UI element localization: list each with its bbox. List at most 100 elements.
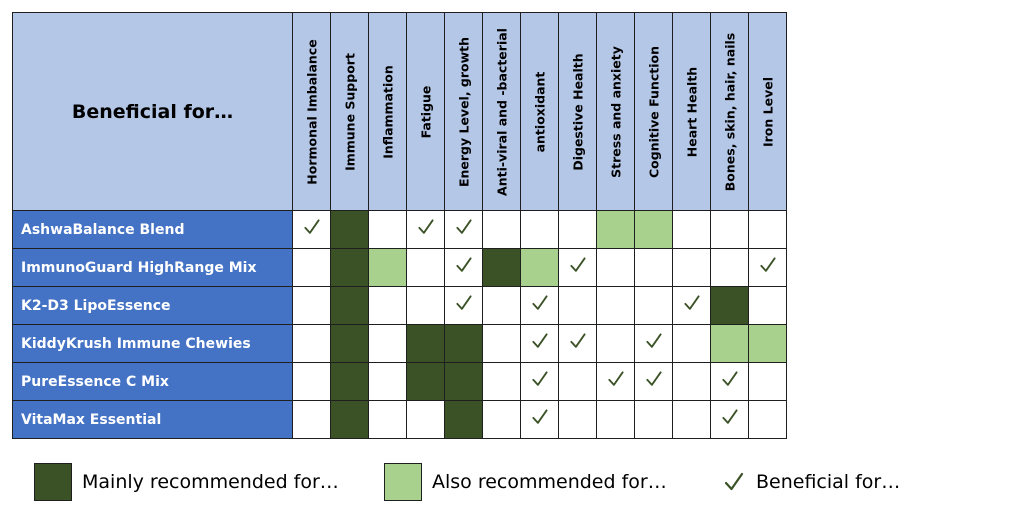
cell-mainly-recommended <box>330 248 369 287</box>
column-header-heart-health: Heart Health <box>672 12 711 211</box>
cell-also-recommended <box>520 248 559 287</box>
cell-empty <box>292 286 331 325</box>
checkmark-icon <box>758 255 778 275</box>
legend-main: Mainly recommended for… <box>34 462 339 502</box>
cell-empty <box>406 400 445 439</box>
cell-empty <box>292 362 331 401</box>
matrix-body: AshwaBalance Blend ImmunoGuard HighRange … <box>12 210 787 439</box>
recommendation-matrix: Beneficial for… Hormonal Imbalance Immune… <box>12 12 787 439</box>
legend-check: Beneficial for… <box>722 462 900 502</box>
cell-beneficial <box>672 286 711 325</box>
cell-mainly-recommended <box>330 362 369 401</box>
column-header-label: Stress and anxiety <box>608 45 623 178</box>
column-header-label: Bones, skin, hair, nails <box>722 32 737 191</box>
cell-beneficial <box>710 400 749 439</box>
cell-empty <box>292 400 331 439</box>
legend-main-label: Mainly recommended for… <box>82 471 339 493</box>
column-header-hormonal-imbalance: Hormonal Imbalance <box>292 12 331 211</box>
checkmark-icon <box>720 407 740 427</box>
cell-beneficial <box>520 400 559 439</box>
cell-beneficial <box>710 362 749 401</box>
legend-also-label: Also recommended for… <box>432 471 667 493</box>
cell-empty <box>292 248 331 287</box>
column-header-label: Cognitive Function <box>646 45 661 178</box>
column-header-label: antioxidant <box>532 71 547 152</box>
table-row: VitaMax Essential <box>12 400 787 439</box>
row-header-ashwabalance-blend: AshwaBalance Blend <box>12 210 293 249</box>
checkmark-icon <box>644 369 664 389</box>
column-header-label: Anti-viral and -bacterial <box>494 27 509 196</box>
cell-empty <box>406 286 445 325</box>
cell-empty <box>368 362 407 401</box>
cell-empty <box>748 400 787 439</box>
cell-empty <box>368 210 407 249</box>
cell-empty <box>748 286 787 325</box>
legend: Mainly recommended for… Also recommended… <box>34 462 1014 502</box>
checkmark-icon <box>682 293 702 313</box>
cell-empty <box>748 210 787 249</box>
cell-mainly-recommended <box>330 400 369 439</box>
cell-beneficial <box>520 286 559 325</box>
cell-empty <box>406 248 445 287</box>
column-header-label: Hormonal Imbalance <box>304 38 319 185</box>
cell-beneficial <box>558 248 597 287</box>
checkmark-icon <box>530 293 550 313</box>
cell-beneficial <box>520 324 559 363</box>
column-header-label: Energy Level, growth <box>456 36 471 187</box>
column-header-fatigue: Fatigue <box>406 12 445 211</box>
checkmark-icon <box>454 293 474 313</box>
cell-beneficial <box>558 324 597 363</box>
column-header-label: Fatigue <box>418 85 433 138</box>
cell-empty <box>710 210 749 249</box>
cell-empty <box>520 210 559 249</box>
cell-empty <box>596 324 635 363</box>
cell-beneficial <box>444 286 483 325</box>
column-header-label: Immune Support <box>342 52 357 171</box>
cell-empty <box>596 286 635 325</box>
cell-mainly-recommended <box>482 248 521 287</box>
cell-mainly-recommended <box>330 286 369 325</box>
checkmark-icon <box>530 369 550 389</box>
cell-empty <box>482 286 521 325</box>
legend-also: Also recommended for… <box>384 462 667 502</box>
column-header-label: Iron Level <box>760 76 775 147</box>
checkmark-icon <box>416 217 436 237</box>
column-header-anti-viral-and-bacterial: Anti-viral and -bacterial <box>482 12 521 211</box>
cell-also-recommended <box>634 210 673 249</box>
column-header-immune-support: Immune Support <box>330 12 369 211</box>
cell-beneficial <box>406 210 445 249</box>
checkmark-icon <box>568 255 588 275</box>
main-swatch <box>34 463 72 501</box>
column-header-antioxidant: antioxidant <box>520 12 559 211</box>
cell-empty <box>672 362 711 401</box>
cell-beneficial <box>520 362 559 401</box>
checkmark-icon <box>644 331 664 351</box>
cell-beneficial <box>634 324 673 363</box>
cell-mainly-recommended <box>444 400 483 439</box>
checkmark-icon <box>302 217 322 237</box>
row-header-pureessence-c-mix: PureEssence C Mix <box>12 362 293 401</box>
corner-label: Beneficial for… <box>12 12 293 211</box>
cell-empty <box>482 210 521 249</box>
cell-empty <box>368 400 407 439</box>
table-row: AshwaBalance Blend <box>12 210 787 249</box>
cell-empty <box>634 286 673 325</box>
checkmark-icon <box>722 470 746 494</box>
cell-empty <box>368 324 407 363</box>
cell-mainly-recommended <box>406 324 445 363</box>
cell-empty <box>596 400 635 439</box>
cell-empty <box>634 248 673 287</box>
column-header-label: Inflammation <box>380 64 395 159</box>
cell-empty <box>672 400 711 439</box>
cell-empty <box>596 248 635 287</box>
table-row: KiddyKrush Immune Chewies <box>12 324 787 363</box>
cell-empty <box>558 210 597 249</box>
checkmark-icon <box>530 331 550 351</box>
cell-mainly-recommended <box>444 324 483 363</box>
checkmark-icon <box>568 331 588 351</box>
cell-empty <box>634 400 673 439</box>
cell-empty <box>368 286 407 325</box>
header-row: Beneficial for… Hormonal Imbalance Immune… <box>12 12 787 211</box>
cell-beneficial <box>444 210 483 249</box>
cell-empty <box>482 400 521 439</box>
